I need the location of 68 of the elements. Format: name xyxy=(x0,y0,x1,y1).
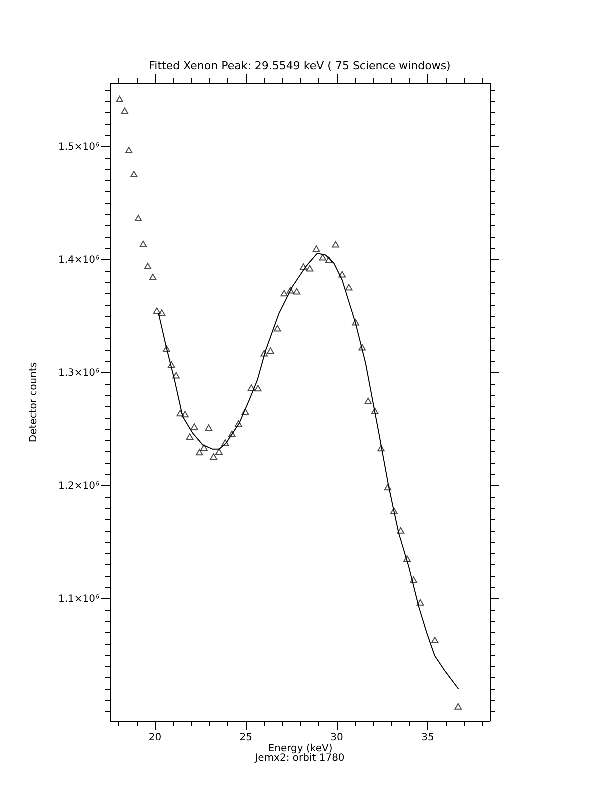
y-axis-title: Detector counts xyxy=(28,362,40,443)
point xyxy=(286,287,294,294)
point xyxy=(254,385,262,392)
point xyxy=(172,372,180,379)
point xyxy=(158,310,166,316)
point xyxy=(163,346,170,352)
point xyxy=(378,445,385,452)
point xyxy=(190,424,198,430)
point xyxy=(116,96,124,103)
point xyxy=(144,262,152,270)
point xyxy=(319,254,327,261)
point xyxy=(300,264,308,270)
y-tick-label: 1.2×10⁶ xyxy=(58,480,100,492)
point xyxy=(312,246,320,252)
point xyxy=(216,448,223,456)
point xyxy=(121,108,129,114)
point xyxy=(397,527,405,534)
text: Jemx2: orbit 1780 xyxy=(254,753,345,764)
point xyxy=(352,319,360,326)
point xyxy=(274,325,282,332)
point xyxy=(235,420,242,427)
point xyxy=(196,449,204,456)
point xyxy=(431,636,439,644)
point xyxy=(306,265,314,272)
point xyxy=(222,440,230,446)
point xyxy=(125,147,133,154)
y-tick-label: 1.5×10⁶ xyxy=(58,142,100,153)
point xyxy=(153,308,161,314)
point xyxy=(404,555,411,562)
x-axis-title: Energy (keV) xyxy=(268,744,333,754)
point xyxy=(390,508,398,514)
point xyxy=(242,408,250,416)
point xyxy=(248,384,256,392)
point xyxy=(228,430,236,438)
point xyxy=(410,576,418,584)
y-tick-label: 1.3×10⁶ xyxy=(58,368,100,379)
point xyxy=(134,215,142,222)
point xyxy=(332,241,340,248)
point xyxy=(293,288,301,295)
point xyxy=(176,410,184,417)
point xyxy=(280,290,288,297)
x-tick-label: 35 xyxy=(422,732,434,744)
x-tick-label: 20 xyxy=(148,732,162,744)
point xyxy=(416,599,424,606)
point xyxy=(130,171,138,178)
x-tick-label: 25 xyxy=(240,732,253,744)
point xyxy=(267,348,274,354)
point xyxy=(182,411,189,418)
point xyxy=(200,444,208,451)
point xyxy=(358,344,366,351)
y-tick-label: 1.4×10⁶ xyxy=(58,254,100,266)
point xyxy=(186,434,194,440)
point xyxy=(384,484,392,491)
point xyxy=(205,424,213,432)
point xyxy=(364,398,372,404)
point xyxy=(345,284,353,291)
y-tick-label: 1.1×10⁶ xyxy=(58,594,100,605)
point xyxy=(140,240,148,248)
point xyxy=(260,350,268,357)
point xyxy=(210,454,218,460)
point xyxy=(168,362,176,368)
chart-title: Fitted Xenon Peak: 29.5549 keV ( 75 Science windows) xyxy=(149,60,451,72)
point xyxy=(149,274,157,280)
x-tick-label: 30 xyxy=(330,732,344,744)
point xyxy=(371,408,379,414)
point xyxy=(338,271,346,278)
point xyxy=(325,256,333,264)
point xyxy=(454,703,462,710)
